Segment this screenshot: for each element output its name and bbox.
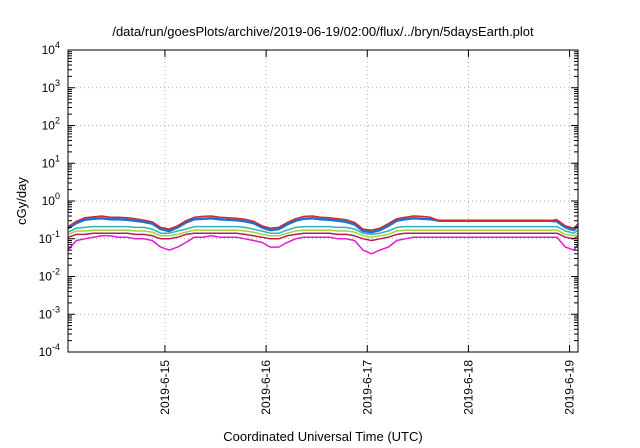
x-tick-label: 2019-6-16 [259,360,273,415]
grid [68,50,578,352]
y-tick-label: 104 [42,40,60,57]
series-line-3 [67,229,579,238]
y-tick-label: 10-4 [39,342,60,359]
y-tick-label: 100 [42,191,60,208]
series-line-1 [67,235,579,255]
y-tick-label: 10-3 [39,304,60,321]
y-tick-label: 10-1 [39,229,60,246]
x-axis-label: Coordinated Universal Time (UTC) [223,429,422,444]
series-group [67,215,579,255]
series-line-2 [67,232,579,242]
y-axis-label: cGy/day [14,177,29,225]
chart-title: /data/run/goesPlots/archive/2019-06-19/0… [112,24,534,39]
y-tick-label: 103 [42,78,60,95]
y-tick-label: 101 [42,153,60,170]
y-tick-label: 10-2 [39,267,60,284]
x-tick-label: 2019-6-18 [461,360,475,415]
x-tick-label: 2019-6-19 [563,360,577,415]
x-tick-label: 2019-6-17 [360,360,374,415]
series-line-6 [67,215,579,231]
y-tick-label: 102 [42,116,60,133]
series-line-4 [67,225,579,236]
x-tick-label: 2019-6-15 [158,360,172,415]
x-axis: 2019-6-15 2019-6-16 2019-6-17 2019-6-18 2019… [158,50,577,415]
